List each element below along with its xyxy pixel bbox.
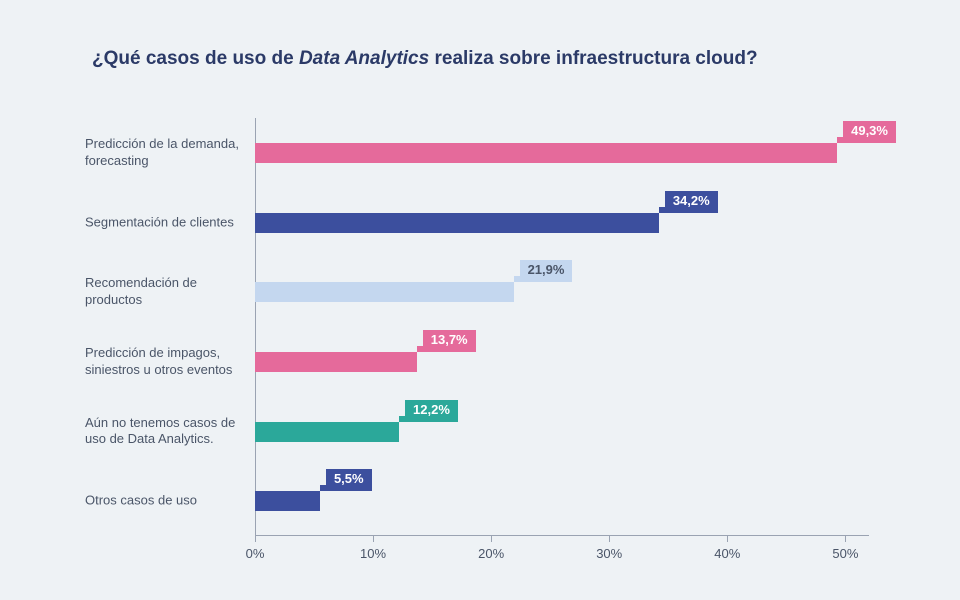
- x-tick: [255, 536, 256, 542]
- x-tick: [609, 536, 610, 542]
- bar-value-label: 5,5%: [326, 469, 372, 491]
- category-label: Otros casos de uso: [85, 493, 245, 510]
- y-axis: [255, 118, 256, 536]
- x-tick-label: 20%: [478, 546, 504, 561]
- category-label: Recomendación de productos: [85, 275, 245, 309]
- bar-flag-stem: [417, 346, 423, 352]
- bar-value-label: 13,7%: [423, 330, 476, 352]
- x-tick-label: 40%: [714, 546, 740, 561]
- plot-area: 0%10%20%30%40%50% Predicción de la deman…: [255, 118, 869, 536]
- chart-title: ¿Qué casos de uso de Data Analytics real…: [92, 48, 758, 70]
- bar: [255, 143, 837, 163]
- chart-title-suffix: realiza sobre infraestructura cloud?: [429, 48, 757, 69]
- chart-container: ¿Qué casos de uso de Data Analytics real…: [0, 0, 960, 600]
- x-tick: [373, 536, 374, 542]
- bar: [255, 422, 399, 442]
- category-label: Predicción de impagos, siniestros u otro…: [85, 345, 245, 379]
- category-label: Aún no tenemos casos de uso de Data Anal…: [85, 415, 245, 449]
- bar-value-label: 49,3%: [843, 121, 896, 143]
- bar-value-label: 21,9%: [520, 260, 573, 282]
- bar: [255, 282, 514, 302]
- bar: [255, 352, 417, 372]
- x-tick-label: 30%: [596, 546, 622, 561]
- bar: [255, 491, 320, 511]
- bar-flag-stem: [837, 137, 843, 143]
- x-axis: [255, 535, 869, 536]
- x-tick-label: 50%: [832, 546, 858, 561]
- bar-value-label: 12,2%: [405, 400, 458, 422]
- bar-flag-stem: [659, 207, 665, 213]
- chart-title-italic: Data Analytics: [299, 48, 429, 69]
- x-tick: [727, 536, 728, 542]
- bar-flag-stem: [514, 276, 520, 282]
- chart-title-prefix: ¿Qué casos de uso de: [92, 48, 299, 69]
- bar-flag-stem: [399, 416, 405, 422]
- x-tick: [845, 536, 846, 542]
- bar-value-label: 34,2%: [665, 191, 718, 213]
- category-label: Predicción de la demanda, forecasting: [85, 136, 245, 170]
- x-tick: [491, 536, 492, 542]
- bar-flag-stem: [320, 485, 326, 491]
- bar: [255, 213, 659, 233]
- x-tick-label: 0%: [246, 546, 265, 561]
- x-tick-label: 10%: [360, 546, 386, 561]
- category-label: Segmentación de clientes: [85, 214, 245, 231]
